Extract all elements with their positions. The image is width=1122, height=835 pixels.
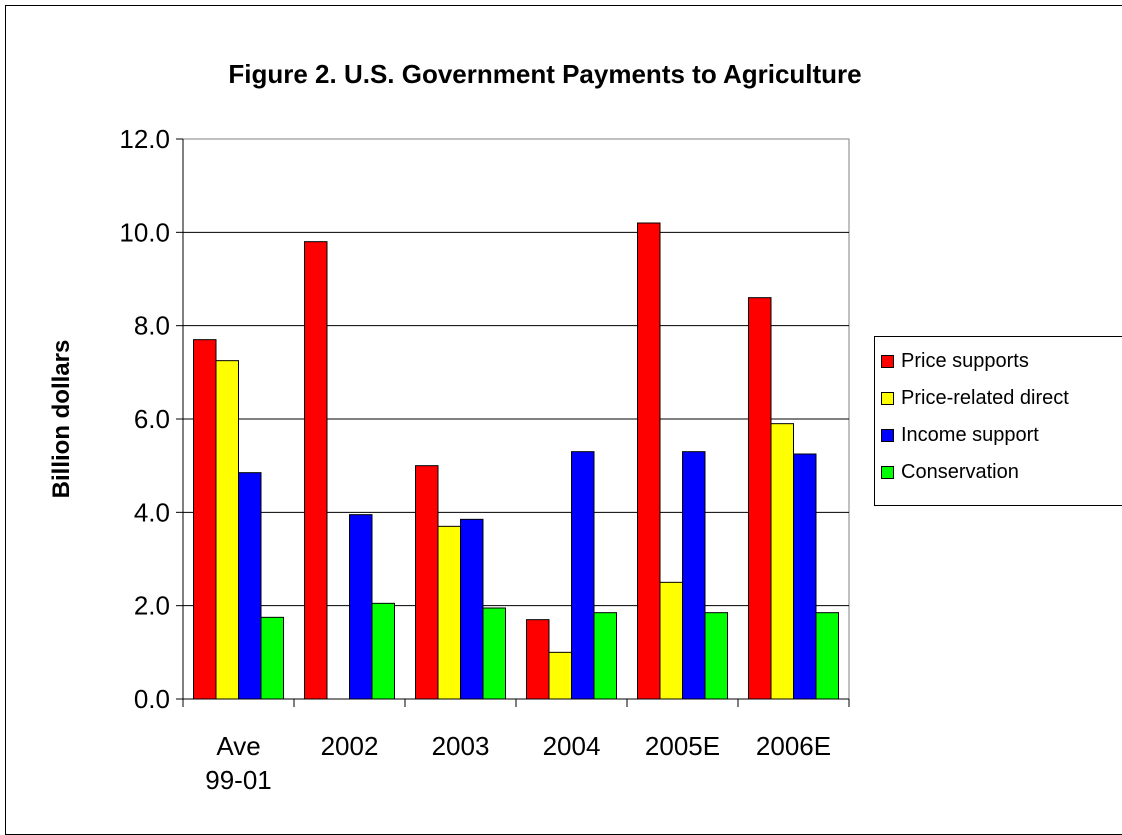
bar-income-support [793, 453, 817, 700]
axes [176, 138, 850, 707]
y-tick-label: 6.0 [134, 404, 170, 434]
x-tick-label: 2003 [432, 731, 490, 761]
bar-price-supports [748, 297, 772, 700]
bar-income-support [349, 514, 373, 700]
bar-price-supports [415, 465, 439, 700]
y-tick-label: 0.0 [134, 684, 170, 714]
legend-label: Income support [901, 423, 1039, 446]
x-tick-label: Ave [216, 731, 260, 761]
y-tick-label: 12.0 [119, 124, 170, 154]
y-tick-label: 2.0 [134, 591, 170, 621]
bar-price-supports [637, 222, 661, 700]
x-tick-label: 2002 [321, 731, 379, 761]
y-tick-label: 8.0 [134, 311, 170, 341]
bars [193, 222, 839, 700]
x-tick-label: 2006E [756, 731, 831, 761]
bar-price-related-direct [215, 360, 239, 700]
legend-item: Price-related direct [881, 386, 1069, 410]
bar-conservation [815, 612, 839, 700]
legend: Price supports Price-related direct Income… [874, 336, 1122, 506]
y-tick-labels: 0.0 2.0 4.0 6.0 8.0 10.0 12.0 [119, 124, 170, 714]
legend-swatch [881, 391, 894, 405]
bar-conservation [260, 616, 284, 700]
bar-conservation [593, 612, 617, 700]
legend-swatch [881, 354, 894, 368]
bar-conservation [704, 612, 728, 700]
y-axis-label: Billion dollars [48, 340, 75, 499]
legend-item: Conservation [881, 460, 1019, 484]
chart-title: Figure 2. U.S. Government Payments to Ag… [228, 59, 861, 89]
bar-income-support [682, 451, 706, 700]
bar-price-supports [193, 339, 217, 700]
y-tick-label: 10.0 [119, 217, 170, 247]
bar-income-support [571, 451, 595, 700]
bar-income-support [238, 472, 262, 700]
legend-swatch [881, 465, 894, 479]
x-tick-label: 99-01 [205, 765, 272, 795]
bar-price-supports [304, 241, 328, 700]
legend-label: Price supports [901, 349, 1029, 372]
legend-swatch [881, 428, 894, 442]
bar-price-supports [526, 619, 550, 700]
legend-label: Conservation [901, 460, 1019, 483]
legend-label: Price-related direct [901, 386, 1069, 409]
bar-income-support [460, 518, 484, 700]
bar-conservation [482, 607, 506, 700]
legend-item: Price supports [881, 349, 1029, 373]
bar-price-related-direct [770, 423, 794, 700]
bar-price-related-direct [548, 651, 572, 700]
x-tick-label: 2005E [645, 731, 720, 761]
y-tick-label: 4.0 [134, 497, 170, 527]
x-tick-label: 2004 [543, 731, 601, 761]
bar-conservation [371, 602, 395, 700]
legend-item: Income support [881, 423, 1039, 447]
x-tick-labels: Ave 99-01 2002 2003 2004 2005E 2006E [205, 731, 831, 795]
bar-price-related-direct [659, 581, 683, 700]
gridlines [183, 231, 849, 607]
bar-price-related-direct [437, 525, 461, 700]
